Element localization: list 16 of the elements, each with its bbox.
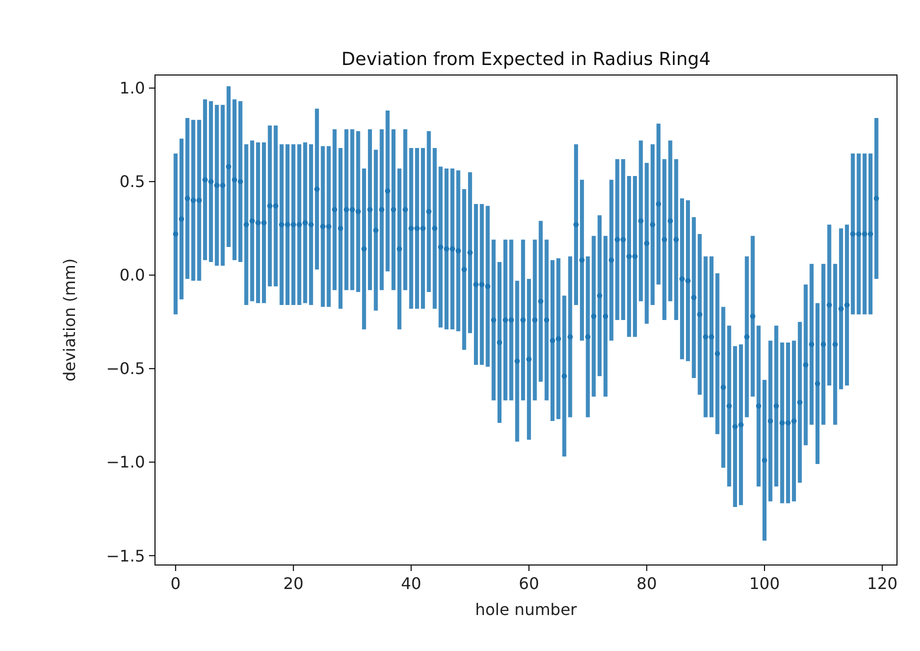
x-tick-label: 100 <box>749 574 780 593</box>
y-tick-label: 0.5 <box>120 172 145 192</box>
x-axis-title: hole number <box>475 600 578 619</box>
chart-title: Deviation from Expected in Radius Ring4 <box>341 49 711 70</box>
x-tick-label: 120 <box>867 574 898 593</box>
y-tick-label: −1.0 <box>106 452 145 472</box>
x-tick-label: 0 <box>170 574 181 593</box>
y-axis-title: deviation (mm) <box>60 258 79 382</box>
x-tick-label: 60 <box>518 574 540 593</box>
y-tick-label: −0.5 <box>106 359 145 378</box>
x-tick-label: 40 <box>400 574 422 593</box>
y-tick-label: −1.5 <box>106 546 145 566</box>
x-tick-label: 80 <box>636 574 657 593</box>
y-tick-label: 0.0 <box>120 266 145 285</box>
y-tick-label: 1.0 <box>120 78 145 98</box>
x-tick-label: 20 <box>283 574 304 593</box>
